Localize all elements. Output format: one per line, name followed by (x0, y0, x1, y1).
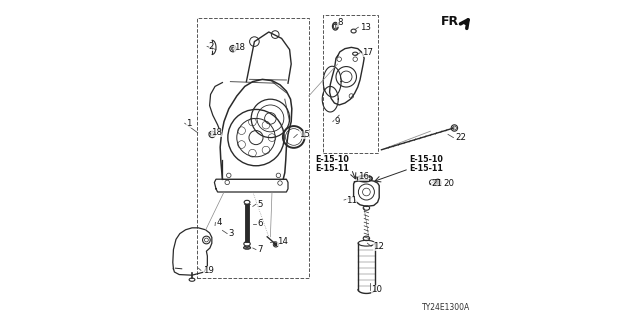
Text: 10: 10 (371, 285, 382, 294)
Bar (323, 15, 378, 153)
Circle shape (436, 181, 440, 184)
Bar (197, 18, 309, 278)
Text: E-15-10: E-15-10 (409, 155, 443, 164)
Text: 8: 8 (337, 18, 342, 27)
Text: 13: 13 (360, 23, 371, 32)
Text: 22: 22 (455, 133, 466, 142)
Text: 9: 9 (334, 117, 340, 126)
Text: E-15-10: E-15-10 (316, 155, 349, 164)
Text: 5: 5 (258, 200, 263, 209)
Text: 4: 4 (217, 218, 223, 227)
Text: 20: 20 (443, 180, 454, 188)
Text: 18: 18 (211, 128, 221, 137)
Text: 7: 7 (258, 245, 263, 254)
Text: 21: 21 (431, 180, 442, 188)
Text: FR.: FR. (441, 15, 464, 28)
Text: 14: 14 (277, 237, 288, 246)
Ellipse shape (244, 246, 251, 249)
Text: 15: 15 (299, 130, 310, 139)
Text: 3: 3 (229, 229, 234, 238)
Text: TY24E1300A: TY24E1300A (422, 303, 470, 312)
Text: 11: 11 (346, 196, 356, 204)
Text: 16: 16 (358, 172, 369, 181)
Text: E-15-11: E-15-11 (409, 164, 443, 173)
Text: 12: 12 (372, 242, 384, 251)
Circle shape (275, 243, 277, 246)
Text: 19: 19 (202, 266, 213, 275)
Text: 2: 2 (209, 42, 214, 51)
Text: 18: 18 (234, 43, 245, 52)
Text: 17: 17 (362, 48, 372, 57)
Text: E-15-11: E-15-11 (316, 164, 349, 173)
Text: 6: 6 (258, 220, 263, 228)
Text: 1: 1 (186, 119, 192, 128)
